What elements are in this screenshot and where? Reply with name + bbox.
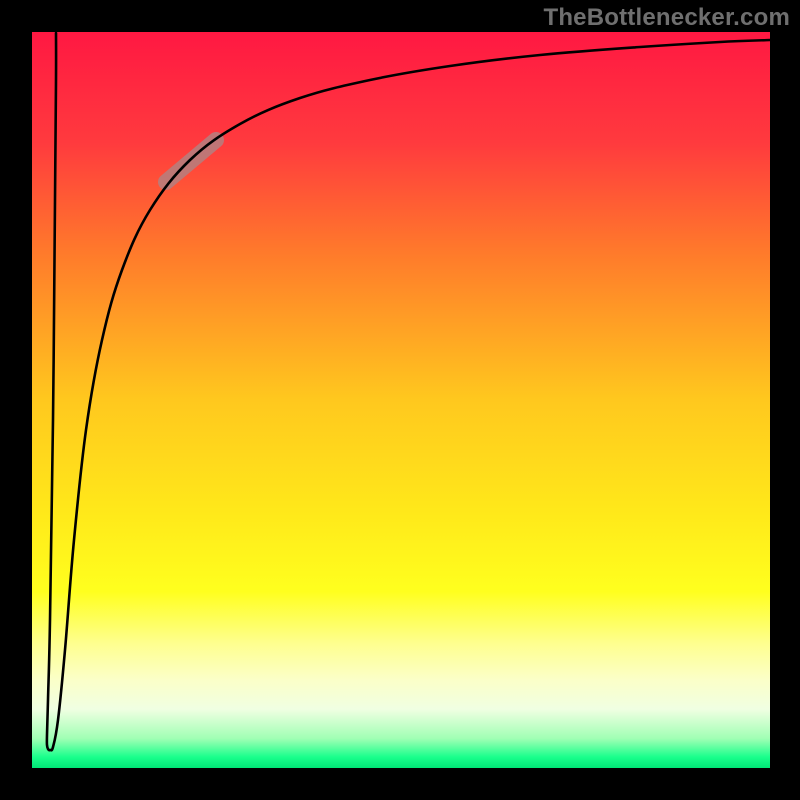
attribution-label: TheBottlenecker.com	[543, 4, 790, 32]
bottleneck-chart	[0, 0, 800, 800]
chart-stage: TheBottlenecker.com	[0, 0, 800, 800]
